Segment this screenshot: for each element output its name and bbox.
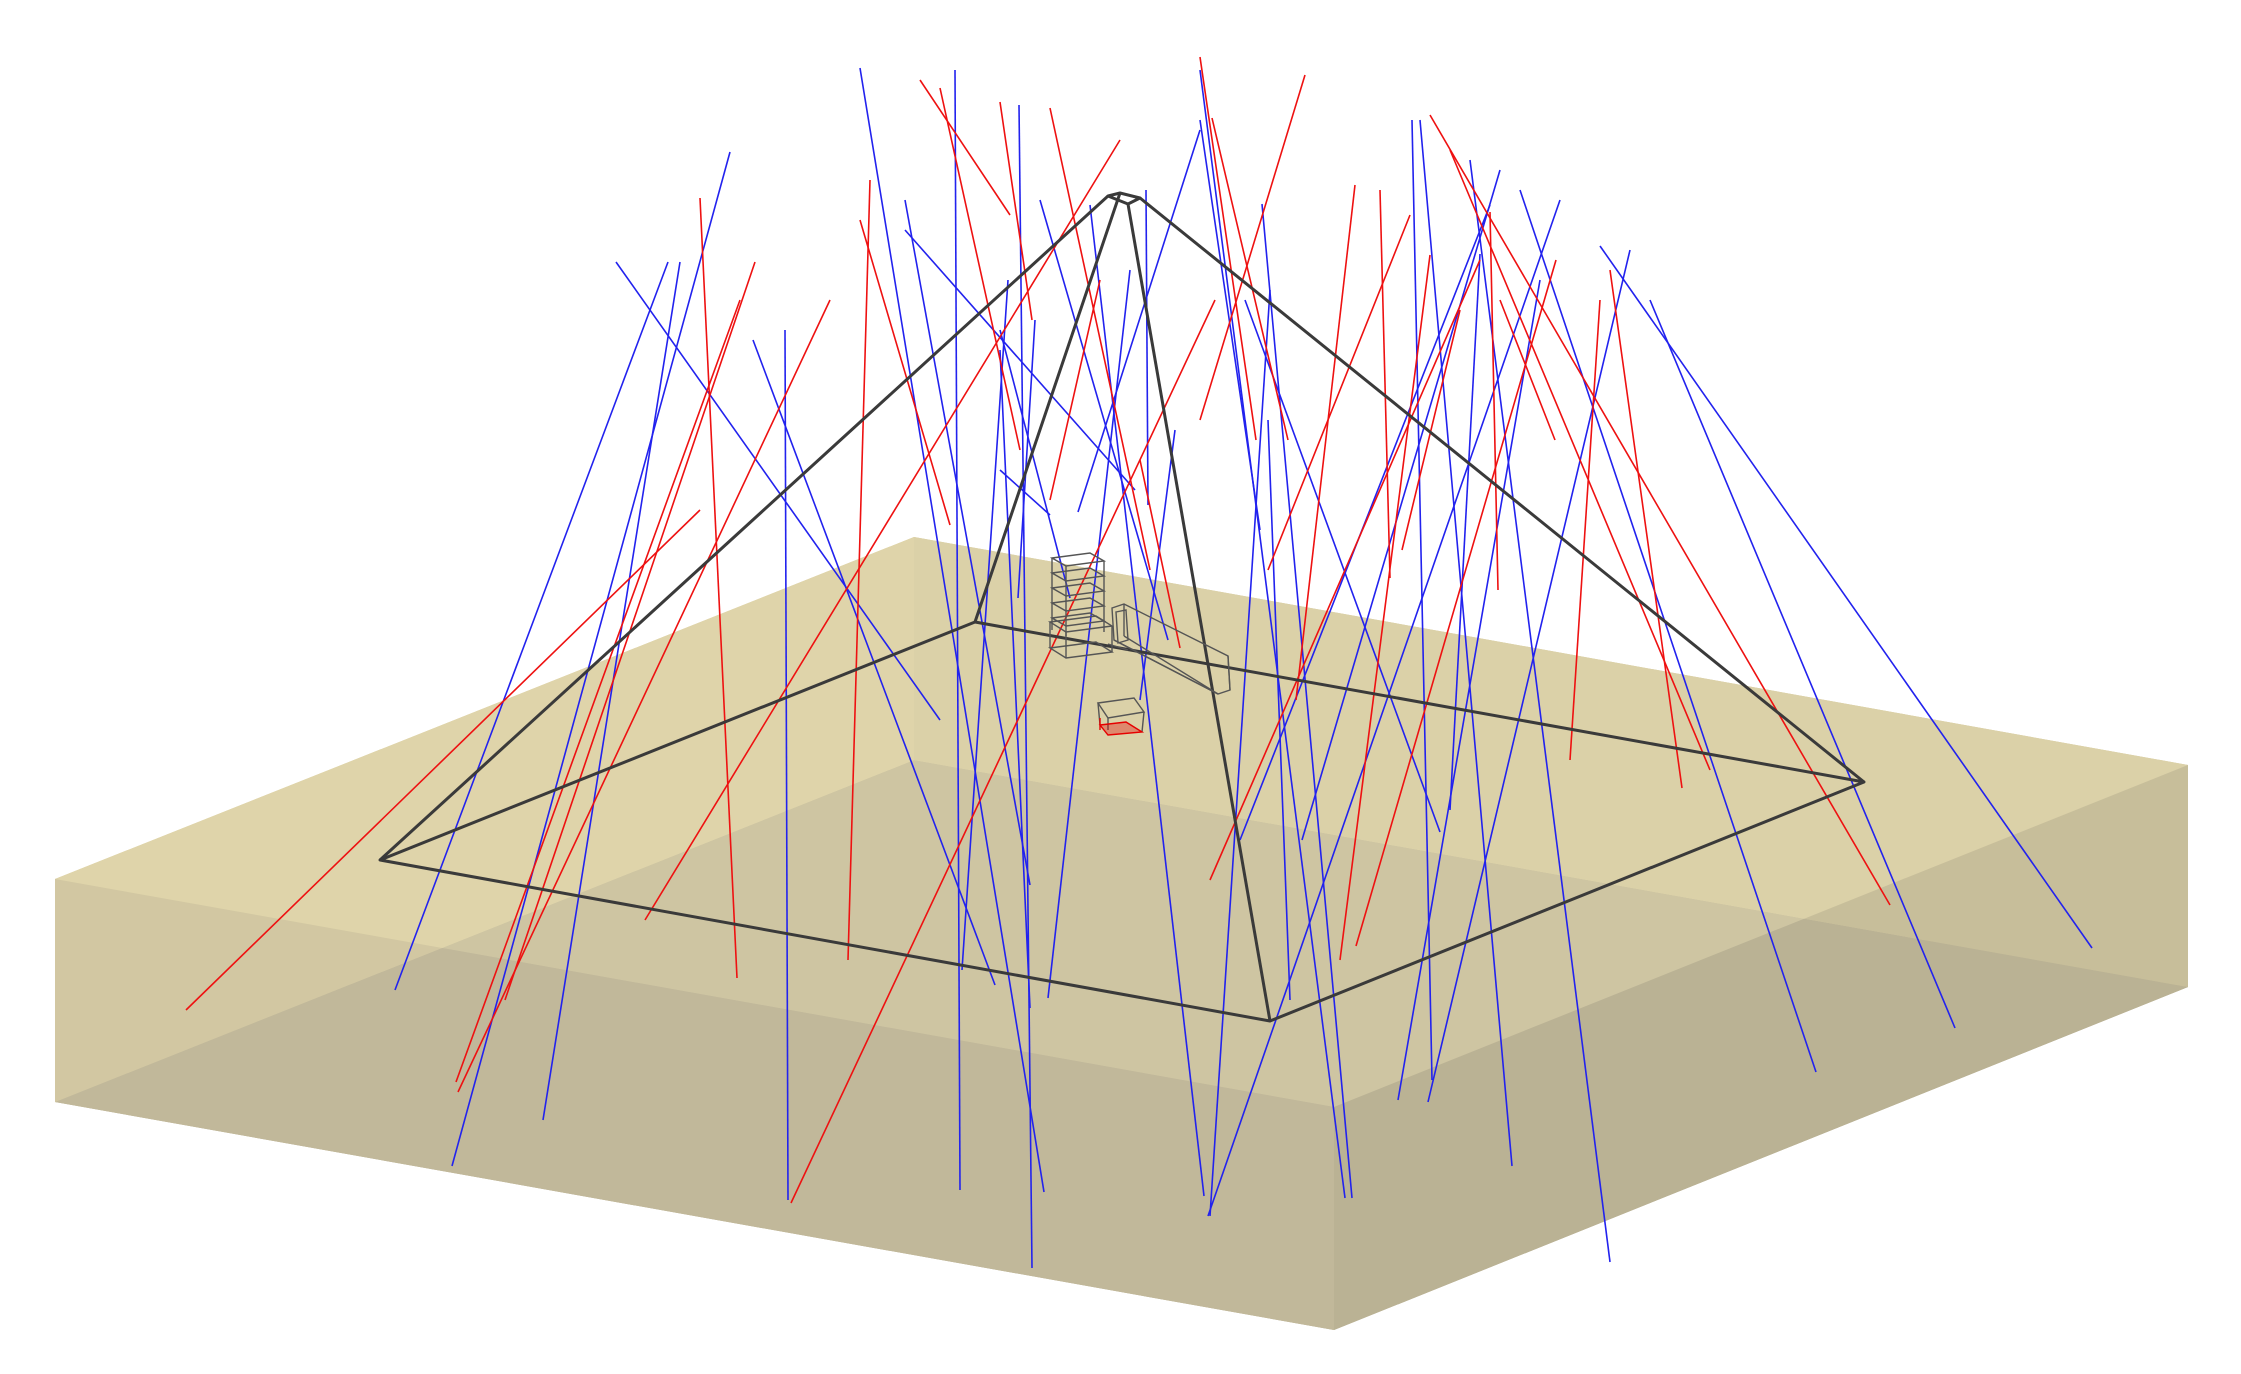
red-muon-track-49 <box>1049 107 1151 571</box>
red-muon-track-44 <box>1449 149 1711 771</box>
blue-muon-track-19 <box>451 151 731 1167</box>
blue-muon-track-21 <box>394 261 669 991</box>
blue-muon-track-18 <box>1139 429 1176 701</box>
kings-chamber <box>1047 615 1115 659</box>
pyramid-wireframe <box>378 191 1866 1023</box>
muon-tracks <box>185 56 2093 1269</box>
red-muon-track-69 <box>1049 279 1101 501</box>
slab-front-lower <box>55 879 1334 1330</box>
blue-muon-track-38 <box>1267 419 1291 1001</box>
red-muon-track-54 <box>699 197 738 979</box>
pyramid-edge-left <box>378 194 1110 862</box>
red-muon-track-68 <box>1401 309 1461 551</box>
red-muon-track-57 <box>457 299 831 1093</box>
blue-muon-track-2 <box>1018 104 1033 1269</box>
pyramid-edge-back <box>973 192 1122 623</box>
blue-muon-track-11 <box>1397 279 1541 1101</box>
red-muon-track-45 <box>1569 299 1601 761</box>
blue-muon-track-37 <box>1145 189 1149 506</box>
blue-muon-track-25 <box>1039 199 1169 641</box>
blue-muon-track-34 <box>1244 299 1441 833</box>
blue-muon-track-10 <box>1649 299 1956 1029</box>
blue-muon-track-22 <box>784 329 789 1201</box>
pyramid-edge-right <box>1139 196 1865 784</box>
blue-muon-track-20 <box>542 261 681 1121</box>
red-muon-track-70 <box>185 509 701 1011</box>
blue-muon-track-35 <box>1449 253 1481 811</box>
red-muon-track-42 <box>1199 74 1306 421</box>
red-muon-track-64 <box>1209 259 1481 881</box>
red-muon-track-62 <box>1267 214 1411 571</box>
red-muon-track-55 <box>455 299 741 1083</box>
red-muon-track-48 <box>1489 211 1499 591</box>
red-muon-track-60 <box>1499 299 1556 441</box>
red-muon-track-41 <box>1199 56 1257 441</box>
red-muon-track-51 <box>919 79 1011 216</box>
red-muon-track-46 <box>1609 269 1683 789</box>
pyramid-edge-front <box>1126 203 1272 1022</box>
red-muon-track-58 <box>859 219 951 526</box>
pyramid-apex-cap <box>1106 191 1142 206</box>
blue-muon-track-6 <box>1419 119 1513 1167</box>
red-muon-track-65 <box>1379 189 1391 579</box>
red-muon-track-50 <box>939 87 1021 451</box>
blue-muon-track-9 <box>1599 245 2093 949</box>
red-muon-track-53 <box>847 179 871 961</box>
blue-muon-track-33 <box>904 199 1031 886</box>
blue-muon-track-4 <box>1261 203 1353 1199</box>
grand-gallery <box>1107 603 1231 695</box>
queens-chamber <box>1096 697 1146 736</box>
blue-muon-track-24 <box>615 261 941 721</box>
blue-muon-track-27 <box>904 229 1136 491</box>
blue-muon-track-5 <box>1209 289 1271 1217</box>
slab-top-overlay <box>55 537 2188 1107</box>
blue-muon-track-36 <box>1089 204 1205 1197</box>
blue-muon-track-28 <box>999 329 1071 599</box>
blue-muon-track-13 <box>1207 199 1561 1217</box>
blue-muon-track-29 <box>1199 119 1261 531</box>
slab-side-lower <box>1334 765 2188 1330</box>
red-muon-track-61 <box>1295 184 1356 701</box>
red-muon-track-67 <box>1139 459 1181 649</box>
blue-muon-track-8 <box>1519 189 1817 1073</box>
blue-muon-track-3 <box>1199 69 1346 1199</box>
ground-slab <box>55 537 2188 1330</box>
blue-muon-track-12 <box>1427 249 1631 1103</box>
red-muon-track-59 <box>1211 117 1289 441</box>
internal-chambers <box>1047 552 1231 736</box>
red-muon-track-47 <box>1355 259 1557 947</box>
blue-muon-track-17 <box>1047 269 1131 999</box>
blue-muon-track-39 <box>1411 119 1433 1081</box>
blue-muon-track-32 <box>999 349 1031 1009</box>
red-muon-track-66 <box>790 299 1216 1204</box>
red-muon-track-63 <box>1339 254 1431 961</box>
blue-muon-track-15 <box>1301 169 1501 841</box>
red-muon-track-40 <box>644 139 1121 921</box>
blue-muon-track-31 <box>1017 319 1036 599</box>
red-muon-track-52 <box>999 101 1033 321</box>
